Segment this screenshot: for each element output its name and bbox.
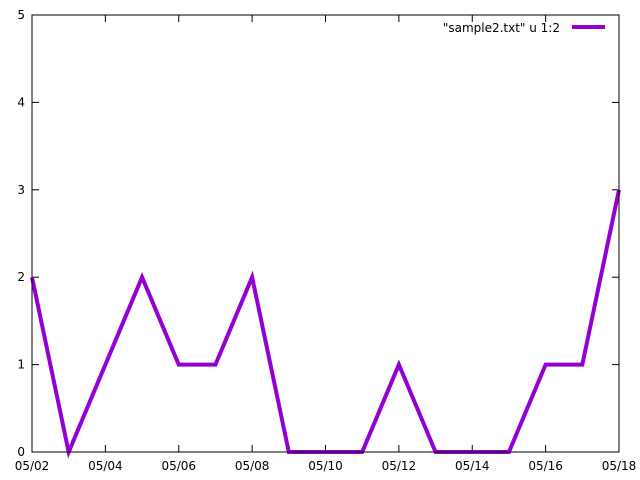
legend-label: "sample2.txt" u 1:2 — [443, 21, 560, 35]
y-tick-label: 0 — [17, 445, 25, 459]
x-tick-label: 05/14 — [455, 459, 490, 473]
y-tick-label: 3 — [17, 183, 25, 197]
x-tick-label: 05/08 — [235, 459, 270, 473]
x-tick-label: 05/16 — [528, 459, 563, 473]
y-tick-label: 5 — [17, 8, 25, 22]
x-tick-label: 05/06 — [161, 459, 196, 473]
x-tick-label: 05/02 — [15, 459, 50, 473]
y-tick-label: 4 — [17, 95, 25, 109]
x-tick-label: 05/18 — [602, 459, 637, 473]
x-tick-label: 05/10 — [308, 459, 343, 473]
y-tick-label: 2 — [17, 270, 25, 284]
x-tick-label: 05/04 — [88, 459, 123, 473]
x-tick-label: 05/12 — [382, 459, 417, 473]
plot-frame — [31, 14, 620, 453]
legend: "sample2.txt" u 1:2 — [443, 21, 605, 35]
y-tick-label: 1 — [17, 358, 25, 372]
